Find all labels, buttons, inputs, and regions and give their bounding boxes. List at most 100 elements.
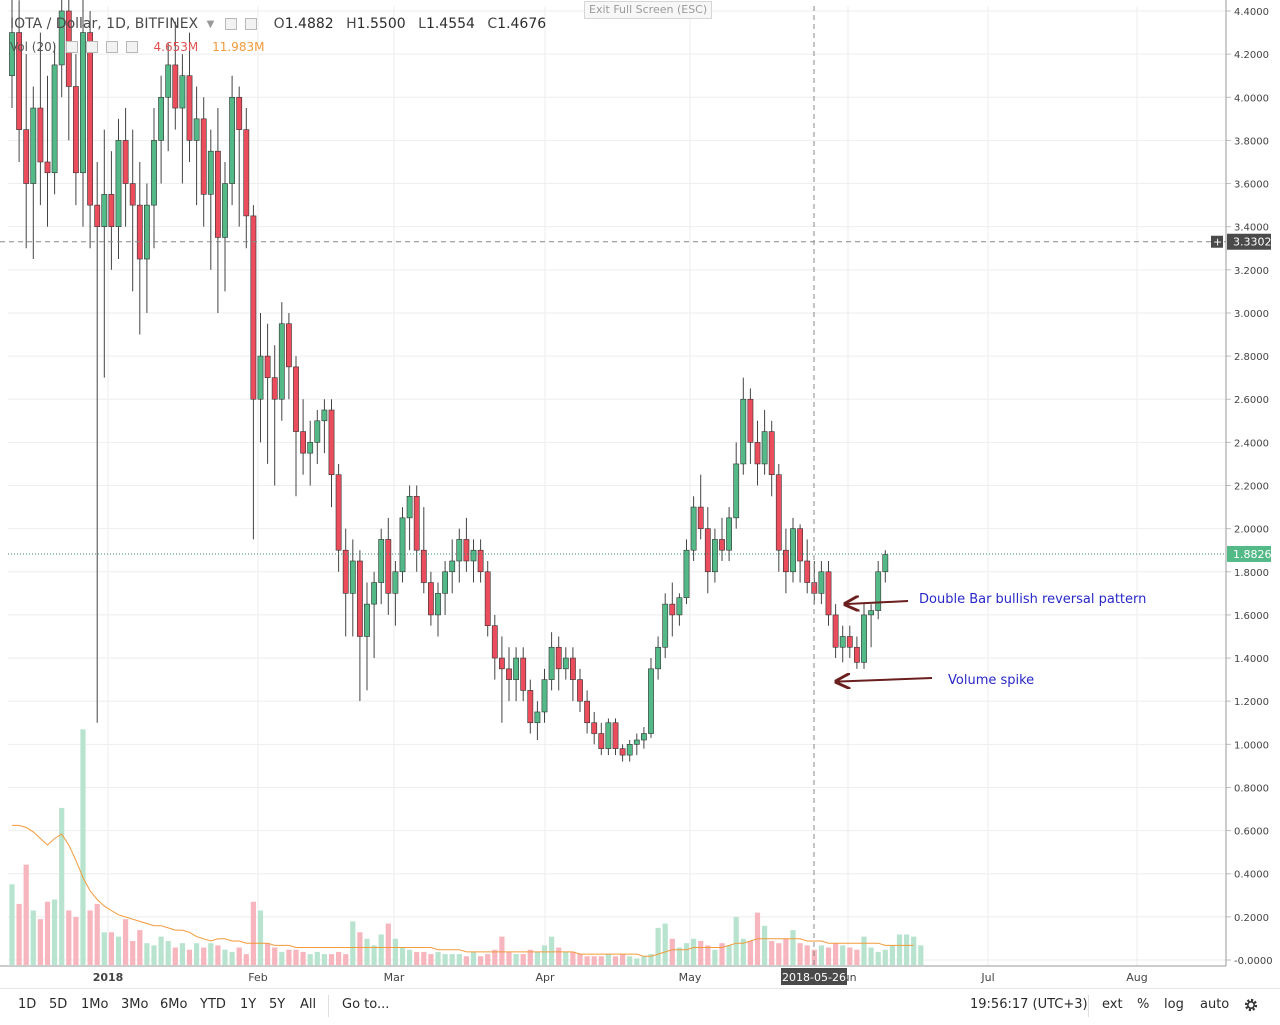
candle-body (271, 377, 278, 400)
candle (569, 647, 576, 702)
candle-body (463, 539, 470, 562)
more-icon[interactable] (125, 40, 138, 53)
volume-bar (861, 936, 867, 965)
candle (278, 302, 285, 421)
candle (733, 442, 740, 529)
volume-bar (151, 945, 157, 965)
candle-body (172, 64, 179, 109)
gear-icon[interactable] (1243, 997, 1259, 1013)
volume-bar (818, 945, 824, 965)
eye-icon[interactable] (66, 40, 79, 53)
candle-body (562, 657, 569, 670)
candle (875, 560, 882, 620)
candle (378, 528, 385, 605)
candle (839, 625, 846, 663)
timeframe-5d[interactable]: 5D (49, 997, 68, 1012)
candle (704, 507, 711, 594)
volume-bar (414, 951, 420, 965)
candle-body (215, 150, 221, 238)
close-icon[interactable] (105, 40, 118, 53)
volume-bar (73, 917, 79, 965)
volume-bar (350, 921, 356, 965)
candle-body (846, 636, 853, 648)
candle-body (200, 118, 207, 195)
candle-body (158, 96, 164, 141)
log-toggle[interactable]: log (1164, 997, 1184, 1012)
volume-bar (80, 729, 86, 965)
candle-body (342, 549, 349, 594)
clock[interactable]: 19:56:17 (UTC+3) (970, 997, 1088, 1012)
auto-toggle[interactable]: auto (1200, 997, 1230, 1012)
volume-bar (66, 910, 72, 965)
volume-bar (428, 954, 434, 965)
volume-bar (137, 930, 143, 965)
exit-fullscreen-button[interactable]: Exit Full Screen (ESC) (584, 1, 713, 19)
candle-body (704, 528, 711, 573)
candle (846, 625, 853, 659)
timeframe-3mo[interactable]: 3Mo (121, 997, 149, 1012)
timeframe-ytd[interactable]: YTD (200, 997, 226, 1012)
timeframe-1mo[interactable]: 1Mo (81, 997, 109, 1012)
candle-body (534, 711, 541, 724)
candle-body (797, 528, 803, 562)
candle-body (58, 10, 65, 66)
volume-label[interactable]: Vol (20) (10, 39, 57, 54)
volume-bar (662, 923, 668, 965)
chevron-down-icon[interactable]: ▼ (206, 18, 215, 30)
candle (101, 129, 108, 378)
volume-bar (243, 954, 249, 965)
price-chart[interactable]: 4.4000 4.2000 4.0000 3.8000 3.6000 3.4000 3.20… (0, 0, 1280, 988)
volume-bar (889, 945, 895, 965)
volume-bar (37, 919, 43, 965)
candle (513, 647, 519, 702)
volume-bar (470, 951, 477, 965)
timeframe-5y[interactable]: 5Y (269, 997, 286, 1012)
candle-body (87, 32, 93, 206)
y-tick-label: 2.0000 (1234, 525, 1269, 536)
candle-body (378, 539, 385, 583)
candle-body (818, 571, 825, 594)
volume-bar (250, 901, 256, 965)
percent-toggle[interactable]: % (1137, 997, 1150, 1012)
volume-bar (875, 951, 881, 965)
candle-body (612, 722, 619, 749)
settings-icon[interactable] (86, 40, 99, 53)
goto-button[interactable]: Go to... (342, 997, 390, 1012)
volume-bar (797, 943, 803, 965)
volume-bar (918, 945, 924, 965)
volume-bar (172, 947, 178, 965)
candle-body (853, 646, 860, 663)
ext-toggle[interactable]: ext (1102, 997, 1123, 1012)
timeframe-1d[interactable]: 1D (18, 997, 37, 1012)
y-tick-label: 1.0000 (1234, 740, 1269, 751)
volume-bar (541, 945, 548, 965)
volume-bar (556, 947, 562, 965)
timeframe-6mo[interactable]: 6Mo (160, 997, 188, 1012)
candle-body (406, 495, 413, 519)
candle (782, 528, 789, 594)
candle (868, 604, 874, 648)
candle (193, 86, 200, 206)
candle-body (236, 96, 243, 130)
volume-bar (229, 951, 235, 965)
timeframe-all[interactable]: All (300, 997, 317, 1012)
candle-body (108, 194, 115, 227)
volume-bar (279, 951, 285, 965)
candle (577, 668, 583, 712)
candle (619, 744, 626, 762)
candle-body (711, 539, 718, 573)
volume-bar (435, 951, 441, 965)
timeframe-1y[interactable]: 1Y (240, 997, 257, 1012)
candle (144, 183, 150, 313)
candle (37, 32, 44, 206)
candle (271, 345, 278, 486)
candle (711, 528, 718, 583)
candle-body (555, 646, 562, 670)
settings-icon[interactable] (245, 18, 258, 30)
volume-bar (648, 954, 654, 965)
symbol-title[interactable]: IOTA / Dollar, 1D, BITFINEX (10, 16, 199, 32)
volume-bar (87, 910, 93, 965)
eye-icon[interactable] (224, 18, 237, 30)
candle-body (669, 603, 676, 616)
candle-body (690, 506, 697, 551)
